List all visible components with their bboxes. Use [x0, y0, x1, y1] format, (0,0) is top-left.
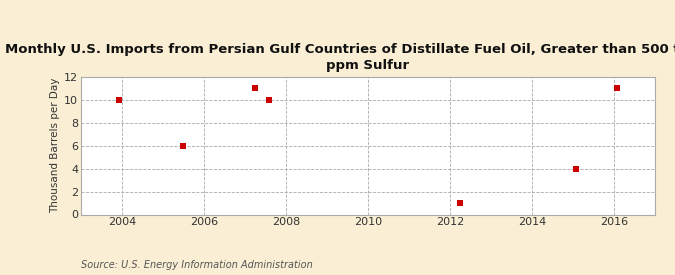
Title: Monthly U.S. Imports from Persian Gulf Countries of Distillate Fuel Oil, Greater: Monthly U.S. Imports from Persian Gulf C… [5, 43, 675, 72]
Point [455, 201, 466, 205]
Y-axis label: Thousand Barrels per Day: Thousand Barrels per Day [50, 78, 60, 213]
Point [113, 98, 124, 102]
Point [570, 166, 581, 171]
Text: Source: U.S. Energy Information Administration: Source: U.S. Energy Information Administ… [81, 260, 313, 270]
Point [612, 86, 622, 91]
Point [263, 98, 274, 102]
Point [178, 144, 189, 148]
Point [250, 86, 261, 91]
